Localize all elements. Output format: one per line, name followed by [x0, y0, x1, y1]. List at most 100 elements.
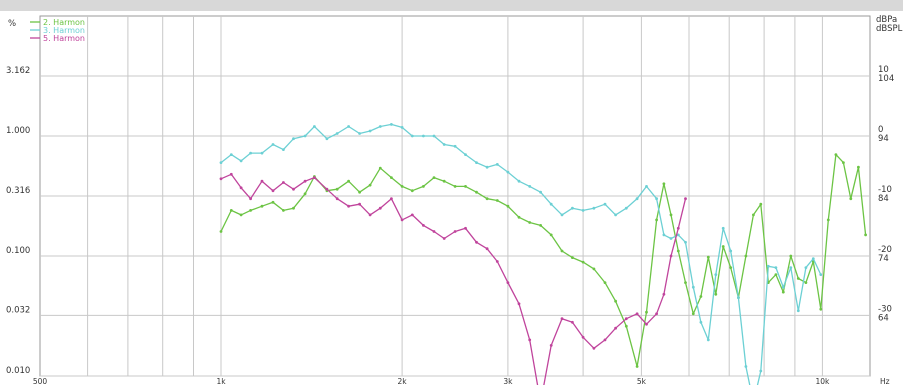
data-point: [549, 233, 553, 237]
data-point: [313, 176, 316, 180]
y-tick-label: 0.010: [6, 366, 30, 376]
data-point: [614, 213, 617, 217]
data-point: [581, 209, 585, 212]
data-point: [229, 172, 233, 176]
data-point: [655, 197, 658, 201]
data-point: [313, 125, 316, 128]
data-point: [464, 226, 467, 230]
data-point: [645, 185, 648, 188]
data-point: [789, 254, 793, 258]
data-point: [759, 369, 763, 373]
data-point: [378, 166, 382, 170]
data-point: [303, 134, 307, 138]
data-point: [400, 218, 404, 222]
x-tick-label: 2k: [398, 377, 408, 385]
data-point: [410, 189, 414, 193]
right-tick-label-spl: 64: [878, 313, 889, 323]
x-tick-label: 5k: [637, 377, 647, 385]
data-point: [219, 161, 223, 165]
data-point: [539, 224, 542, 227]
data-point: [706, 338, 710, 342]
data-point: [864, 233, 867, 237]
data-point: [581, 260, 585, 264]
x-unit-label: Hz: [880, 377, 890, 385]
data-point: [422, 185, 425, 188]
right-tick-label-spl: 94: [878, 134, 889, 144]
data-point: [676, 249, 680, 253]
data-point: [422, 224, 425, 227]
data-point: [804, 266, 808, 269]
data-point: [229, 209, 233, 212]
data-point: [592, 206, 596, 210]
data-point: [506, 204, 510, 208]
y-tick-label: 0.032: [6, 305, 30, 315]
data-point: [432, 230, 436, 233]
data-point: [676, 226, 680, 230]
data-point: [335, 132, 339, 135]
data-point: [645, 322, 648, 326]
data-point: [624, 317, 628, 321]
data-point: [662, 233, 666, 237]
right-tick-label-spl: 104: [878, 74, 894, 84]
data-point: [260, 179, 264, 183]
data-point: [219, 230, 223, 233]
data-point: [475, 190, 478, 194]
data-point: [517, 215, 521, 219]
data-point: [410, 134, 414, 138]
data-point: [691, 285, 695, 289]
data-point: [368, 213, 372, 217]
data-point: [358, 202, 361, 206]
data-point: [453, 144, 457, 148]
data-point: [624, 324, 628, 328]
data-point: [453, 185, 457, 188]
axis-labels: % 3.162 1.000 0.316 0.100 0.032 0.010 dBPadBSPL…: [6, 15, 903, 385]
data-point: [729, 249, 733, 253]
data-point: [495, 260, 499, 263]
data-point: [347, 125, 350, 128]
left-unit-label: %: [8, 19, 16, 29]
data-point: [549, 344, 553, 347]
x-tick-label: 500: [33, 377, 48, 385]
data-point: [517, 179, 521, 183]
data-point: [635, 197, 639, 201]
top-border: [0, 0, 903, 11]
data-point: [571, 256, 574, 259]
data-point: [282, 181, 285, 184]
data-point: [495, 163, 499, 166]
data-point: [528, 221, 532, 224]
data-point: [744, 254, 748, 258]
data-point: [229, 153, 233, 157]
data-point: [239, 186, 243, 190]
data-point: [714, 292, 718, 296]
data-point: [358, 190, 361, 194]
data-point: [282, 148, 285, 152]
data-point: [826, 218, 830, 222]
data-point: [699, 295, 703, 298]
data-point: [390, 176, 393, 180]
data-point: [249, 209, 253, 212]
data-point: [592, 267, 596, 271]
data-point: [368, 183, 372, 187]
data-point: [506, 170, 510, 174]
data-point: [834, 153, 838, 157]
data-point: [400, 185, 404, 188]
series-line-1: [220, 153, 867, 368]
right-tick-label-db: 10: [878, 65, 889, 75]
data-point: [849, 197, 853, 201]
data-point: [655, 312, 658, 316]
right-tick-label-db: -10: [878, 185, 892, 195]
y-tick-label: 0.100: [6, 246, 30, 256]
data-point: [260, 151, 264, 155]
data-point: [442, 143, 446, 146]
data-point: [358, 132, 361, 135]
data-point: [774, 273, 778, 276]
legend-label: 3. Harmon: [43, 26, 85, 35]
right-unit-label: dBPa: [876, 15, 897, 25]
data-point: [442, 237, 446, 240]
right-tick-label-db: -20: [878, 245, 892, 255]
data-point: [624, 206, 628, 210]
series-group: [219, 123, 867, 385]
data-point: [347, 179, 350, 183]
data-point: [804, 281, 808, 284]
data-point: [571, 320, 574, 324]
